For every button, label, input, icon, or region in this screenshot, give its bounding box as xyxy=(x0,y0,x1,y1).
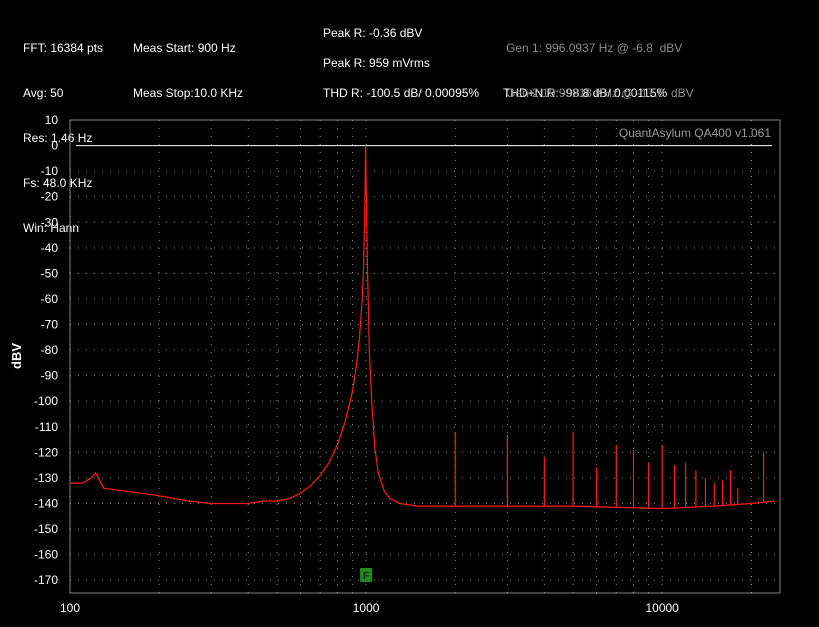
thd-readout: THD R: -100.5 dB/ 0.00095% xyxy=(323,86,480,100)
y-tick-label: -80 xyxy=(41,343,59,357)
y-tick-label: 0 xyxy=(51,139,58,153)
x-tick-label: 100 xyxy=(60,601,80,615)
traces xyxy=(70,145,775,510)
frequency-marker[interactable]: F xyxy=(360,568,373,582)
y-tick-label: 10 xyxy=(45,113,59,127)
resolution: Res: 1.46 Hz xyxy=(23,131,93,145)
y-tick-label: -140 xyxy=(34,497,58,511)
meas-start: Meas Start: 900 Hz xyxy=(133,41,236,55)
y-tick-label: -130 xyxy=(34,471,58,485)
thdn-readout: THD+N R: -98.8 dB/ 0.00115% xyxy=(503,86,668,100)
grid xyxy=(69,119,780,593)
x-tick-label: 10000 xyxy=(645,601,679,615)
y-tick-label: -50 xyxy=(41,266,59,280)
sample-rate: Fs: 48.0 KHz xyxy=(23,176,93,190)
y-axis-label: dBV xyxy=(9,343,24,369)
plot-frame xyxy=(69,119,781,594)
generator-1: Gen 1: 996.0937 Hz @ -6.8 dBV xyxy=(506,41,683,55)
y-tick-label: -30 xyxy=(41,215,59,229)
marker-label[interactable]: F xyxy=(363,571,369,582)
y-tick-label: -110 xyxy=(35,420,58,434)
y-tick-label: -160 xyxy=(34,548,58,562)
marker-box[interactable] xyxy=(360,568,373,582)
generator-settings: Gen 1: 996.0937 Hz @ -6.8 dBV Gen 2:19.9… xyxy=(506,11,694,116)
fft-stats: FFT: 16384 pts Avg: 50 Res: 1.46 Hz Fs: … xyxy=(23,11,103,251)
watermark: QuantAsylum QA400 v1.061 xyxy=(619,126,771,140)
y-tick-label: -60 xyxy=(41,292,59,306)
averages: Avg: 50 xyxy=(23,86,64,100)
measurement-range: Meas Start: 900 Hz Meas Stop:10.0 KHz xyxy=(133,11,243,116)
y-tick-label: -70 xyxy=(41,318,59,332)
y-tick-label: -10 xyxy=(41,164,59,178)
meas-stop: Meas Stop:10.0 KHz xyxy=(133,86,244,100)
y-tick-label: -120 xyxy=(34,445,58,459)
fft-points: FFT: 16384 pts xyxy=(23,41,104,55)
y-tick-label: -100 xyxy=(34,394,58,408)
y-tick-label: -20 xyxy=(41,190,59,204)
y-tick-label: -150 xyxy=(34,522,58,536)
x-tick-label: 1000 xyxy=(353,601,380,615)
y-tick-label: -40 xyxy=(41,241,59,255)
y-axis-ticks: 10 0 -10 -20 -30 -40 -50 -60 -70 -80 -90 -100 -110 -1… xyxy=(34,113,58,587)
peak-vrms: Peak R: 959 mVrms xyxy=(323,56,430,70)
y-tick-label: -170 xyxy=(34,573,58,587)
peak-dbv: Peak R: -0.36 dBV xyxy=(323,26,423,40)
x-axis-ticks: 100 1000 10000 xyxy=(60,601,679,615)
spectrum-trace xyxy=(70,145,775,510)
y-tick-label: -90 xyxy=(41,369,59,383)
window-type: Win: Hann xyxy=(23,221,80,235)
generator-2: Gen 2:19.99218 KHz @ -17.0 dBV xyxy=(506,86,694,100)
